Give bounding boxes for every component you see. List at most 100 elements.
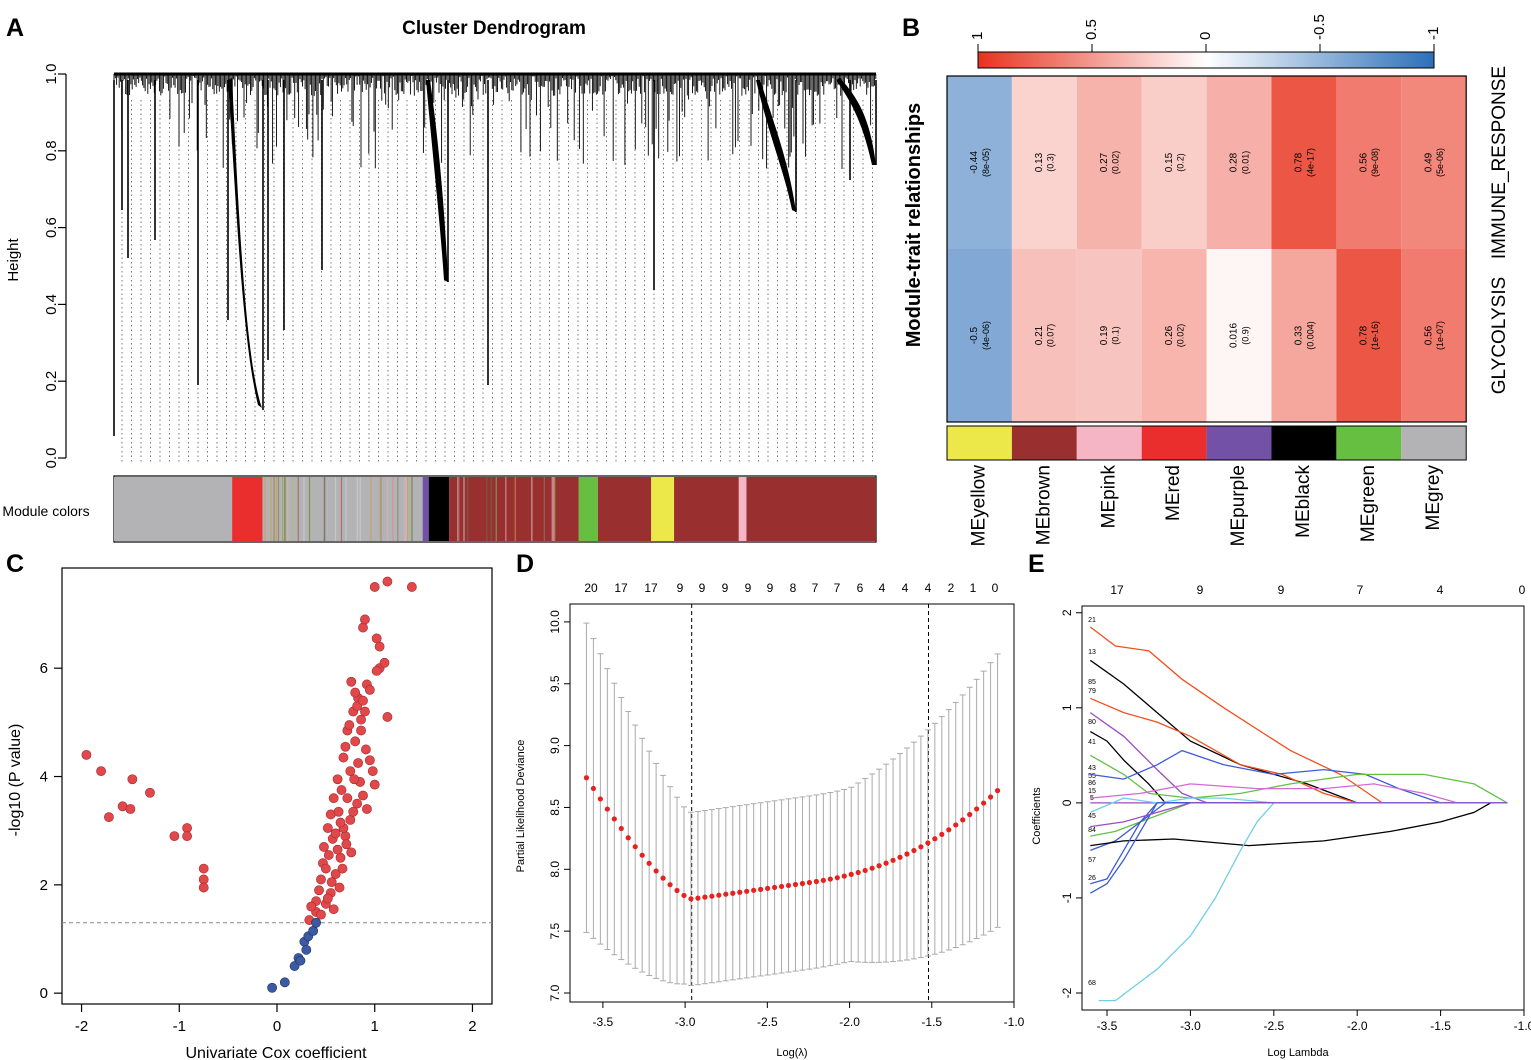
x-tick-label: 0 [273, 1018, 281, 1035]
heat-cell-pvalue: (5e-06) [1435, 148, 1445, 177]
module-swatch-frame [946, 425, 1467, 461]
cv-mean-point [667, 882, 673, 888]
point-significant [367, 766, 378, 777]
x-tick-label: -1.0 [1004, 1015, 1025, 1029]
module-segment-grey [262, 477, 423, 541]
point-significant [346, 676, 357, 687]
heat-cell-value: 0.15 [1164, 152, 1175, 172]
side-path-label: 13 [1088, 649, 1096, 656]
cv-mean-point [813, 878, 819, 885]
side-path-label: 21 [1088, 617, 1096, 624]
point-significant [349, 774, 360, 785]
y-tick-label: -1 [1060, 892, 1074, 903]
cv-mean-point [925, 840, 931, 846]
heat-frame [946, 75, 1467, 423]
dendrogram-tree [113, 72, 877, 462]
point-significant [338, 752, 349, 763]
top-count-label: 0 [992, 581, 999, 595]
module-swatch-brown [1011, 426, 1077, 460]
trait-label: IMMUNE_RESPONSE [1489, 66, 1510, 259]
cv-mean-point [904, 851, 910, 857]
module-stripe [490, 477, 492, 541]
cv-mean-point [597, 796, 603, 802]
point-significant [322, 823, 333, 833]
side-path-label: 68 [1088, 980, 1096, 987]
module-stripe [309, 477, 311, 541]
cv-mean-point [939, 831, 945, 838]
x-tick-label: -2.5 [757, 1015, 778, 1029]
cv-mean-point [695, 895, 701, 901]
module-segment-purple [422, 477, 429, 541]
panel-label-e: E [1028, 550, 1045, 578]
heat-cell-pvalue: (9e-08) [1370, 148, 1380, 177]
x-tick-label: -3.5 [1097, 1019, 1118, 1033]
module-stripe [392, 477, 394, 541]
module-stripe [551, 477, 553, 541]
x-tick-label: -1.5 [921, 1015, 942, 1029]
heat-cell-value: -0.5 [969, 326, 980, 344]
cv-mean-point [646, 860, 652, 866]
cv-mean-point [932, 836, 938, 842]
heat-cell [947, 76, 1012, 249]
top-count-label: 4 [925, 581, 932, 595]
cv-mean-point [841, 873, 847, 879]
dendrogram-panel: Cluster Dendrogram Height 0.00.20.40.60.… [2, 18, 877, 543]
point-significant [306, 901, 317, 912]
heat-cell-pvalue: (0.3) [1046, 153, 1056, 172]
legend-tick-label: 0 [1197, 32, 1214, 40]
point-significant [333, 806, 344, 817]
point-significant [371, 666, 382, 676]
point-significant [350, 687, 361, 698]
x-tick-label: -3.0 [1180, 1019, 1201, 1033]
point-significant [335, 817, 346, 828]
panel-label-d: D [516, 550, 535, 578]
point-significant [342, 793, 353, 804]
cv-mean-point [660, 875, 666, 881]
module-label: MEgrey [1423, 465, 1444, 531]
heat-cell-pvalue: (4e-17) [1305, 148, 1315, 177]
module-stripe [324, 477, 326, 541]
y-tick-label: 0.8 [43, 140, 60, 161]
cv-mean-point [987, 794, 994, 800]
point-significant [336, 785, 347, 795]
cv-mean-point [723, 891, 729, 897]
module-stripe [380, 477, 382, 541]
x-tick-label: -2.5 [1263, 1019, 1284, 1033]
cv-mean-point [744, 888, 750, 894]
point-significant [345, 766, 356, 777]
module-stripe [486, 477, 488, 541]
point-significant [169, 831, 180, 841]
top-count-label: 17 [644, 581, 658, 595]
module-stripe [404, 477, 406, 541]
heat-cell-pvalue: (0.1) [1111, 326, 1121, 345]
side-path-label: 15 [1088, 788, 1096, 795]
module-stripe [458, 477, 460, 541]
heat-cell [1271, 249, 1337, 422]
module-label: MEyellow [968, 465, 989, 547]
module-stripe [397, 477, 399, 541]
heat-cell-value: 0.33 [1294, 325, 1305, 345]
module-stripe [345, 477, 347, 541]
top-count-label: 9 [1197, 583, 1204, 597]
module-stripe [552, 477, 554, 541]
heatmap-title: Module-trait relationships [903, 103, 925, 347]
point-significant [340, 741, 351, 752]
module-colors-label: Module colors [2, 503, 89, 519]
cv-mean-point [681, 892, 687, 899]
panel-label-a: A [6, 14, 25, 42]
y-tick-label: 9.5 [548, 675, 562, 692]
x-tick-label: -1.0 [1514, 1019, 1531, 1033]
cv-mean-point [618, 825, 624, 832]
legend-tick-label: 1 [969, 32, 986, 40]
module-label: MEbrown [1033, 465, 1054, 545]
coef-path [1089, 802, 1508, 894]
cv-y-label: Partial Likelihood Deviance [515, 740, 527, 873]
point-significant [328, 793, 339, 804]
cv-mean-point [639, 852, 645, 858]
point-significant [125, 804, 136, 814]
volcano-y-label: -log10 (P value) [7, 724, 24, 837]
heat-cell [1336, 249, 1402, 422]
module-stripe [334, 477, 337, 541]
y-tick-label: 0.6 [43, 217, 60, 238]
top-count-label: 9 [767, 581, 774, 595]
